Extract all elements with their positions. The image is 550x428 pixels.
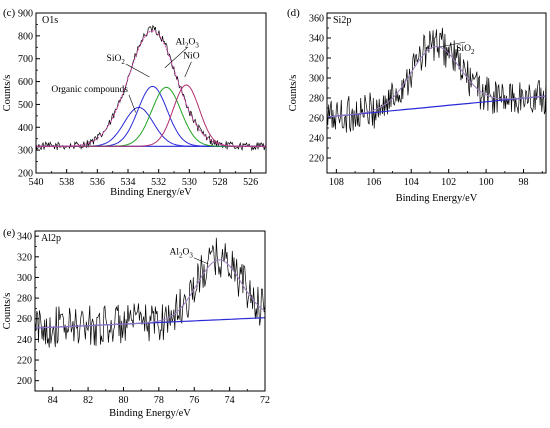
annotation-leader	[125, 63, 150, 78]
annotation-label: Al2O3	[169, 248, 193, 260]
plot-area	[327, 27, 546, 133]
panel-title: O1s	[42, 15, 58, 26]
y-tick-label: 800	[18, 31, 33, 42]
plot-frame	[326, 12, 547, 174]
panel-title: Al2p	[41, 233, 61, 244]
panel-si2p: 108 106 104 102 100 98 220 240 260 280 300 320 340 36…	[287, 7, 547, 204]
x-tick-label: 104	[404, 177, 419, 188]
x-axis-title: Binding Energy/eV	[109, 408, 191, 419]
y-tick-label: 280	[309, 94, 324, 105]
y-tick-label: 600	[18, 77, 33, 88]
annotation-leader	[164, 47, 188, 69]
annotation-leader	[128, 94, 136, 113]
panel-o1s: 540 538 536 534 532 530 528 526 200 300 400 500 600 7…	[2, 7, 267, 198]
panel-letter: (d)	[287, 7, 300, 19]
x-tick-label: 108	[329, 177, 344, 188]
x-axis-title: Binding Energy/eV	[396, 193, 478, 204]
y-tick-label: 900	[18, 9, 33, 20]
panel-letter: (e)	[3, 227, 16, 239]
panel-title: Si2p	[333, 15, 351, 26]
x-tick-label: 534	[121, 177, 136, 188]
y-tick-label: 220	[17, 356, 32, 367]
annotation-label: Organic compounds	[51, 85, 128, 95]
x-tick-label: 536	[90, 177, 105, 188]
raw-spectrum-line	[327, 27, 546, 133]
x-tick-label: 76	[189, 395, 199, 406]
plot-area	[36, 25, 266, 152]
y-tick-label: 240	[17, 335, 32, 346]
annotation-leader	[439, 41, 466, 48]
y-axis-title: Counts/s	[288, 75, 299, 112]
fit-component-1	[35, 259, 265, 329]
y-tick-label: 320	[17, 252, 32, 263]
y-axis-title: Counts/s	[2, 75, 13, 112]
fit-component-2	[36, 85, 266, 147]
y-tick-label: 240	[309, 134, 324, 145]
y-tick-label: 300	[309, 74, 324, 85]
y-tick-label: 260	[17, 314, 32, 325]
x-tick-label: 98	[519, 177, 529, 188]
x-tick-label: 526	[243, 177, 258, 188]
y-tick-label: 300	[17, 273, 32, 284]
x-tick-label: 532	[151, 177, 166, 188]
annotation-label: SiO2	[456, 44, 475, 56]
y-tick-label: 700	[18, 54, 33, 65]
plot-frame	[34, 230, 266, 392]
fit-component-1	[327, 45, 546, 118]
annotation-label: SiO2	[107, 54, 126, 66]
annotation-label: NiO	[183, 52, 200, 62]
x-tick-label: 530	[182, 177, 197, 188]
x-tick-label: 102	[441, 177, 456, 188]
annotation-leader	[193, 257, 209, 265]
panel-letter: (c)	[3, 7, 16, 19]
y-tick-label: 320	[309, 54, 324, 65]
y-tick-label: 360	[309, 14, 324, 25]
x-tick-label: 74	[225, 395, 235, 406]
x-tick-label: 106	[366, 177, 381, 188]
annotation-label: Al2O3	[176, 38, 200, 50]
y-tick-label: 340	[309, 34, 324, 45]
x-tick-label: 100	[479, 177, 494, 188]
y-tick-label: 500	[18, 100, 33, 111]
y-tick-label: 400	[18, 123, 33, 134]
annotation-leader	[184, 61, 192, 78]
y-axis-title: Counts/s	[2, 293, 13, 330]
x-tick-label: 72	[260, 395, 270, 406]
x-tick-label: 540	[29, 177, 44, 188]
x-tick-label: 84	[48, 395, 58, 406]
x-tick-label: 528	[213, 177, 228, 188]
x-axis-title: Binding Energy/eV	[110, 187, 192, 198]
y-tick-label: 220	[309, 154, 324, 165]
panel-al2p: 84 82 80 78 76 74 72 200 220 240 260 280 300 320 340(e…	[2, 227, 270, 419]
x-tick-label: 538	[59, 177, 74, 188]
y-tick-label: 300	[18, 146, 33, 157]
plot-area	[35, 237, 265, 348]
y-tick-label: 200	[18, 169, 33, 180]
y-tick-label: 280	[17, 294, 32, 305]
y-tick-label: 340	[17, 232, 32, 243]
fit-component-4	[36, 84, 266, 147]
fit-component-3	[36, 86, 266, 147]
x-tick-label: 80	[118, 395, 128, 406]
x-tick-label: 82	[83, 395, 93, 406]
background-line	[327, 95, 546, 118]
raw-spectrum-line	[35, 237, 265, 348]
x-tick-label: 78	[154, 395, 164, 406]
y-tick-label: 260	[309, 114, 324, 125]
y-tick-label: 200	[17, 376, 32, 387]
